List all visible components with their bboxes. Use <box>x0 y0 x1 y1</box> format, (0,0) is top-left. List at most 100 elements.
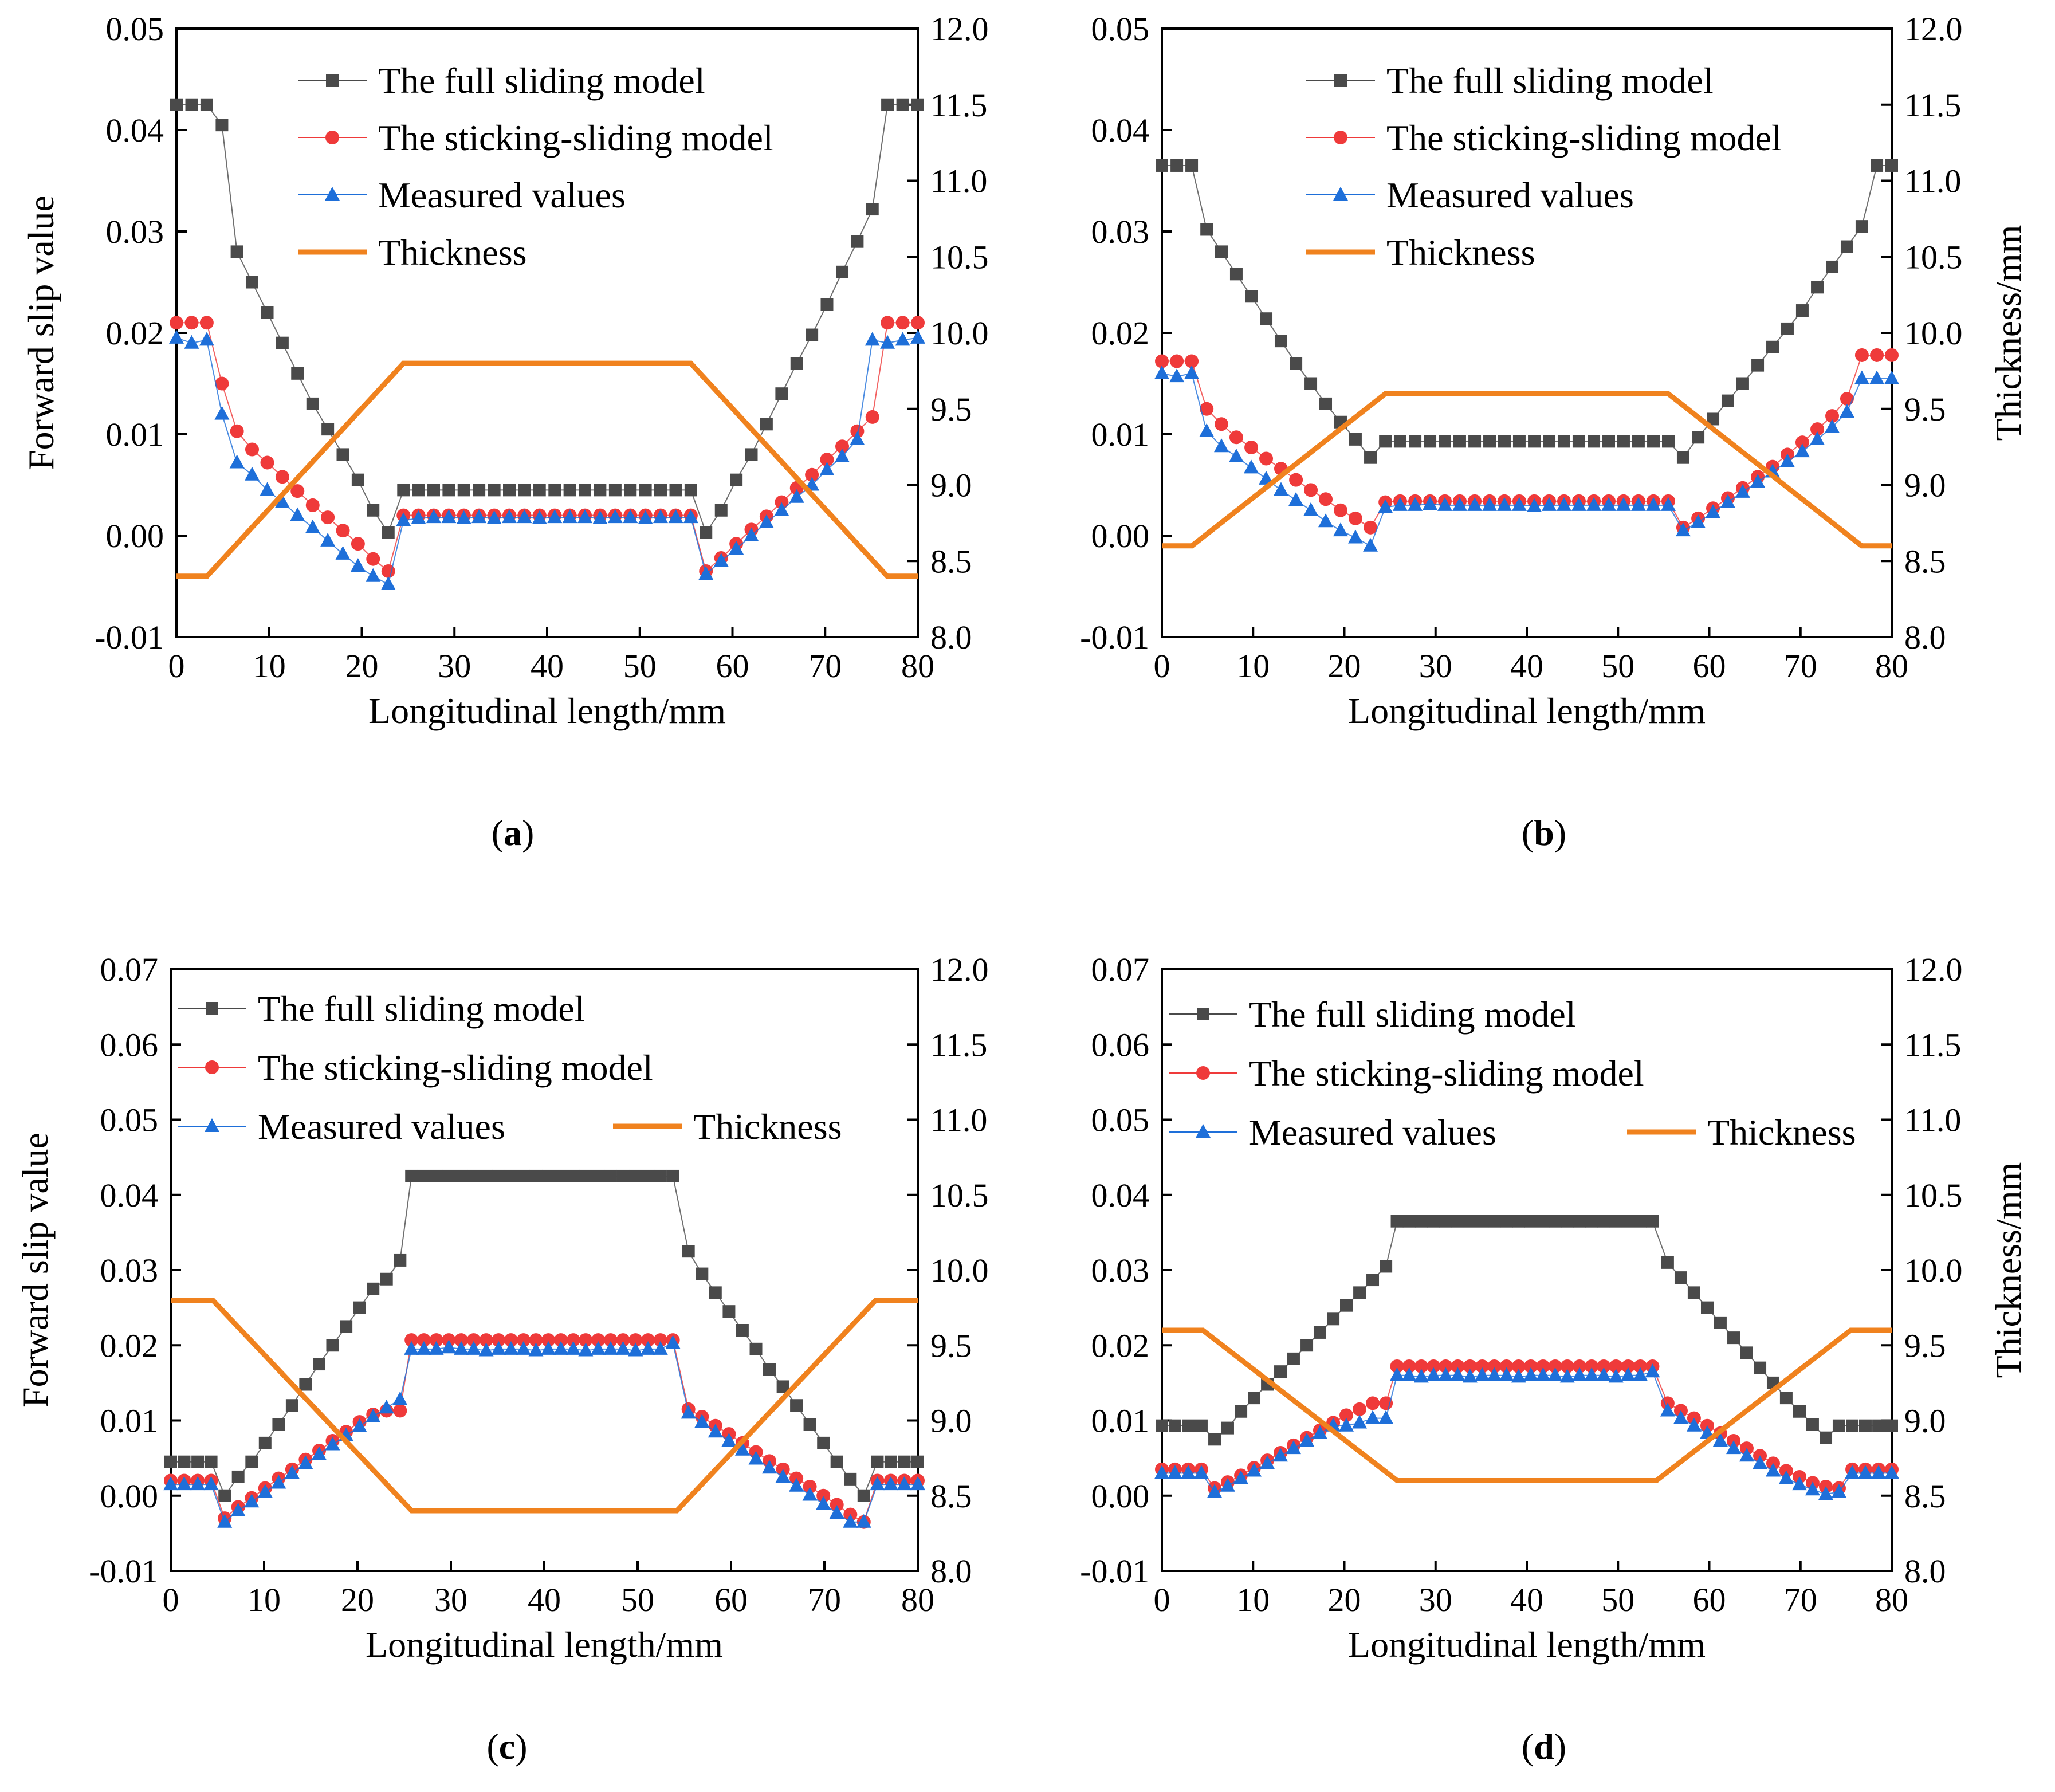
legend-label: Thickness <box>1386 232 1535 273</box>
x-tick-label: 70 <box>808 1581 841 1618</box>
caption-paren: ( <box>1522 1726 1534 1767</box>
data-point-triangle <box>352 1418 367 1432</box>
data-point-square <box>1537 1215 1550 1228</box>
data-point-square <box>1498 435 1511 448</box>
data-point-square <box>1476 1215 1489 1228</box>
data-point-circle <box>1795 435 1809 450</box>
data-point-triangle <box>1675 522 1691 537</box>
data-point-circle <box>1609 1359 1623 1373</box>
data-point-square <box>1248 1392 1261 1405</box>
data-point-square <box>473 484 486 497</box>
data-point-circle <box>775 495 789 509</box>
data-point-square <box>200 98 213 111</box>
data-point-square <box>427 484 441 497</box>
data-point-triangle <box>426 509 442 524</box>
data-point-triangle <box>163 1476 178 1491</box>
y-tick-label: 0.00 <box>106 517 164 555</box>
data-point-square <box>594 484 607 497</box>
x-tick-label: 10 <box>1236 647 1270 685</box>
data-point-triangle <box>274 494 290 508</box>
y2-axis-title: Thickness/mm <box>1988 225 2029 441</box>
data-point-triangle <box>1791 1476 1807 1491</box>
data-point-triangle <box>392 1391 408 1405</box>
data-point-square <box>1512 435 1526 448</box>
data-point-circle <box>579 1333 593 1347</box>
data-point-square <box>1349 433 1362 446</box>
data-point-square <box>1500 1215 1513 1228</box>
y2-tick-label: 9.0 <box>930 1402 972 1440</box>
data-point-circle <box>1840 392 1854 406</box>
data-point-triangle <box>396 512 411 526</box>
data-point-square <box>442 1169 455 1182</box>
data-point-triangle <box>880 335 895 349</box>
data-point-triangle <box>591 1341 606 1355</box>
data-point-square <box>1182 1419 1195 1432</box>
data-point-square <box>1200 223 1213 236</box>
data-point-square <box>1806 1418 1819 1431</box>
data-point-triangle <box>802 1487 818 1501</box>
data-point-triangle <box>486 510 502 524</box>
x-tick-label: 40 <box>1510 1581 1543 1618</box>
data-point-square <box>624 484 637 497</box>
y2-tick-label: 12.0 <box>930 951 989 988</box>
y-tick-label: 0.06 <box>100 1026 159 1063</box>
legend-label: The sticking-sliding model <box>378 117 773 158</box>
data-point-square <box>1634 1215 1647 1228</box>
data-point-circle <box>404 1333 419 1347</box>
panel-d: 0 10 20 30 40 50 60 70 80 -0.01 0.00 0.01 0.02 0.03 0.… <box>1080 951 2029 1767</box>
x-tick-label: 0 <box>1154 1581 1170 1618</box>
data-point-square <box>1402 1215 1416 1228</box>
data-point-square <box>1414 1215 1428 1228</box>
data-point-square <box>1235 1405 1248 1418</box>
data-point-square <box>1754 1361 1767 1374</box>
data-point-triangle <box>1620 1367 1636 1381</box>
data-point-square <box>1438 435 1451 448</box>
data-point-triangle <box>454 1341 469 1355</box>
data-point-square <box>1379 435 1392 448</box>
data-point-square <box>745 448 758 461</box>
data-point-triangle <box>1426 1367 1441 1381</box>
x-tick-label: 20 <box>1328 1581 1361 1618</box>
data-point-square <box>1483 435 1496 448</box>
data-point-square <box>1795 304 1809 317</box>
data-point-square <box>533 484 546 497</box>
data-point-square <box>844 1472 857 1486</box>
data-point-square <box>857 1489 870 1502</box>
data-point-circle <box>1463 1359 1477 1373</box>
data-point-triangle <box>199 332 214 346</box>
x-tick-label: 70 <box>1784 1581 1817 1618</box>
data-point-circle <box>1451 1359 1465 1373</box>
x-tick-label: 80 <box>1875 647 1908 685</box>
legend-swatch-marker <box>326 74 339 87</box>
data-point-circle <box>199 316 214 330</box>
y2-tick-label: 11.5 <box>930 1026 987 1063</box>
data-point-square <box>1721 394 1734 407</box>
data-point-triangle <box>478 1342 494 1357</box>
panel-caption: (d) <box>1522 1726 1566 1767</box>
legend-swatch-marker <box>325 131 339 144</box>
y2-tick-label: 10.0 <box>1904 315 1963 352</box>
data-point-triangle <box>562 509 577 524</box>
y-tick-label: 0.02 <box>1091 315 1150 352</box>
data-point-triangle <box>528 1342 544 1357</box>
data-point-triangle <box>1871 1465 1887 1479</box>
data-point-square <box>709 1286 722 1299</box>
data-point-square <box>231 1470 245 1483</box>
data-point-square <box>1549 1215 1562 1228</box>
data-point-triangle <box>471 509 487 524</box>
data-point-circle <box>1348 511 1362 525</box>
data-point-triangle <box>1286 1440 1301 1455</box>
data-point-square <box>1313 1326 1326 1339</box>
data-point-triangle <box>547 509 563 524</box>
data-point-square <box>775 387 788 400</box>
data-point-square <box>1714 1316 1727 1329</box>
legend-label: Measured values <box>378 175 626 215</box>
caption-paren: ) <box>1554 1726 1566 1767</box>
y2-tick-label: 10.5 <box>1904 1177 1963 1214</box>
caption-letter: d <box>1534 1726 1554 1767</box>
data-point-square <box>367 1282 380 1295</box>
data-point-square <box>696 1267 709 1280</box>
data-point-triangle <box>1365 1410 1381 1424</box>
data-point-square <box>1832 1419 1845 1432</box>
y2-tick-label: 11.0 <box>1904 163 1961 200</box>
